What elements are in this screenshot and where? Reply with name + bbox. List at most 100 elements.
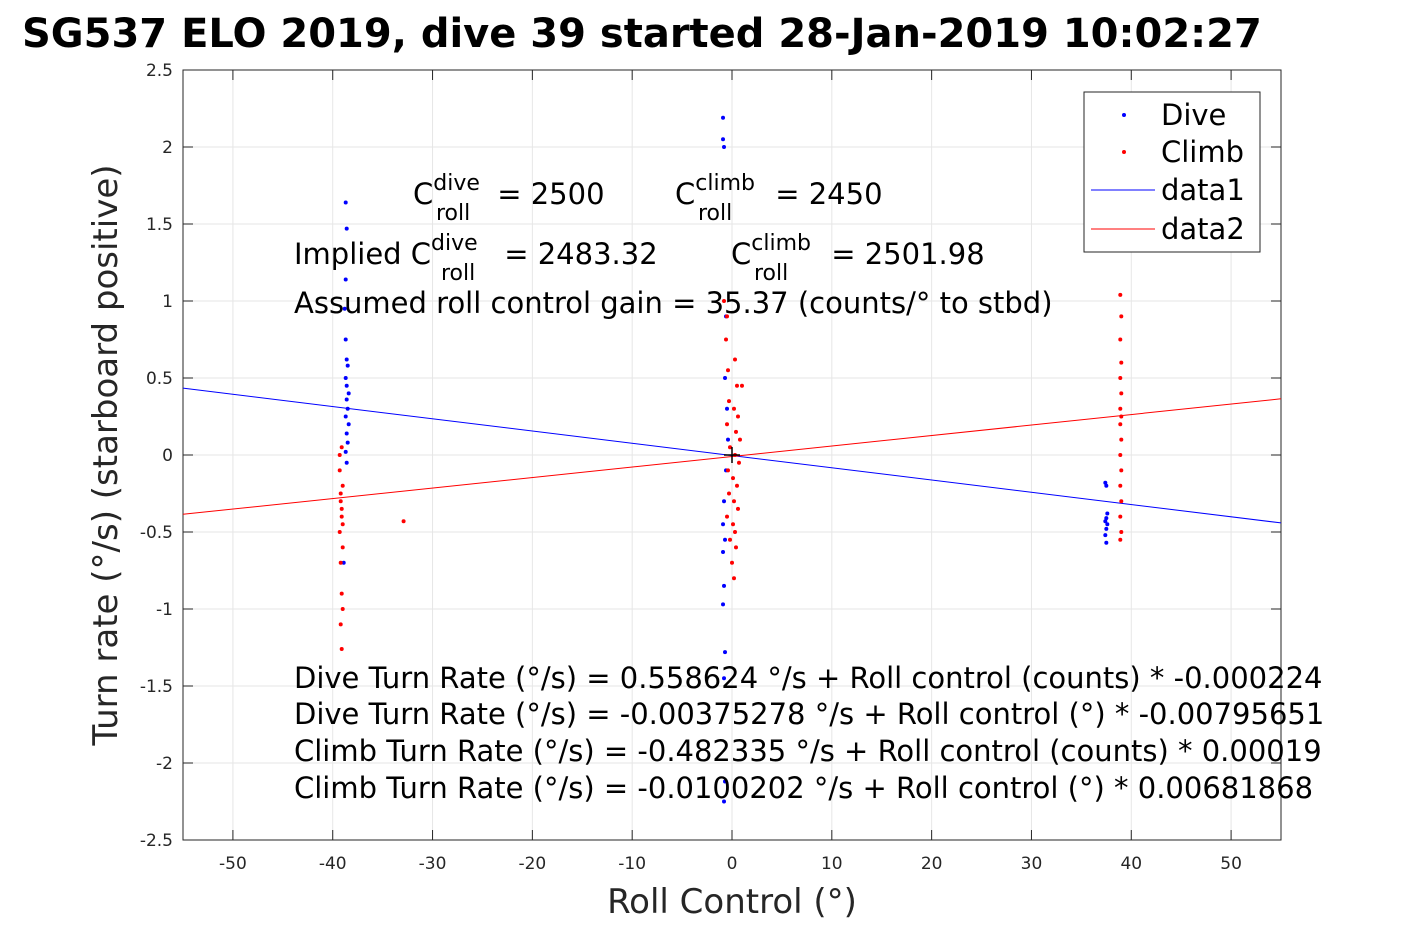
point-climb — [725, 314, 730, 319]
point-climb — [730, 476, 735, 481]
point-climb — [724, 337, 729, 342]
point-climb — [733, 429, 738, 434]
point-dive — [343, 277, 348, 282]
x-tick-label: -50 — [219, 854, 247, 874]
legend: Dive Climb data1 data2 — [1083, 91, 1261, 253]
point-dive — [1104, 516, 1109, 521]
point-climb — [735, 414, 740, 419]
point-dive — [341, 560, 346, 565]
legend-marker-dive — [1122, 113, 1126, 117]
point-dive — [1104, 540, 1109, 545]
point-dive — [1105, 511, 1110, 516]
point-climb — [340, 545, 345, 550]
point-climb — [1118, 537, 1123, 542]
point-climb — [733, 545, 738, 550]
point-dive — [723, 537, 728, 542]
point-dive — [723, 779, 728, 784]
y-tick-label: 2 — [162, 138, 173, 158]
point-climb — [725, 422, 730, 427]
legend-label-dive: Dive — [1161, 98, 1226, 132]
point-climb — [337, 530, 342, 534]
point-climb — [732, 530, 737, 534]
annotation-c-roll-climb: Cclimb roll = 2450 — [675, 171, 883, 226]
point-climb — [401, 519, 406, 524]
x-tick-label: -10 — [618, 854, 646, 874]
annotation-implied-dive: Implied Cdive roll = 2483.32 — [294, 231, 658, 286]
x-tick-label: 20 — [921, 854, 943, 874]
point-climb — [338, 491, 343, 496]
annotation-c-roll-dive: Cdive roll = 2500 — [413, 171, 605, 226]
point-dive — [1103, 533, 1108, 538]
y-tick-label: 1.5 — [146, 215, 173, 235]
point-climb — [727, 491, 732, 496]
legend-label-climb: Climb — [1161, 135, 1244, 169]
legend-box — [1083, 91, 1261, 253]
point-dive — [722, 145, 727, 149]
chart-title: SG537 ELO 2019, dive 39 started 28-Jan-2… — [22, 11, 1262, 57]
x-axis-label: Roll Control (°) — [607, 882, 857, 922]
point-dive — [344, 383, 349, 388]
annotation-eq-2: Dive Turn Rate (°/s) = -0.00375278 °/s +… — [294, 697, 1324, 731]
point-climb — [1118, 422, 1123, 427]
x-tick-label: -20 — [518, 854, 546, 874]
point-climb — [722, 299, 727, 303]
annotation-gain: Assumed roll control gain = 35.37 (count… — [294, 286, 1053, 320]
origin-crosshair — [724, 447, 740, 463]
point-dive — [343, 337, 348, 342]
point-dive — [344, 397, 349, 402]
point-dive — [721, 522, 726, 527]
point-dive — [345, 440, 350, 445]
y-tick-label: -0.5 — [140, 523, 173, 543]
point-climb — [340, 607, 345, 611]
point-dive — [725, 406, 730, 411]
point-dive — [723, 650, 728, 655]
point-dive — [721, 115, 726, 120]
point-dive — [343, 449, 348, 454]
x-tick-label: 40 — [1120, 854, 1142, 874]
x-tick-label: -30 — [419, 854, 447, 874]
point-climb — [1118, 406, 1123, 411]
point-climb — [1118, 292, 1123, 297]
point-climb — [735, 506, 740, 511]
point-climb — [340, 522, 345, 527]
point-dive — [723, 376, 728, 380]
point-climb — [339, 506, 344, 511]
point-climb — [736, 460, 741, 465]
point-dive — [346, 422, 351, 427]
point-climb — [337, 453, 342, 457]
point-dive — [1103, 519, 1108, 524]
point-climb — [339, 445, 344, 450]
point-dive — [344, 460, 349, 465]
legend-marker-climb — [1122, 150, 1126, 154]
scatter-points — [337, 115, 1124, 804]
y-tick-label: -1.5 — [140, 677, 173, 697]
point-dive — [343, 414, 348, 419]
legend-label-data2: data2 — [1161, 212, 1245, 246]
point-dive — [345, 406, 350, 411]
y-axis-ticks: 2.5 2 1.5 1 0.5 0 -0.5 -1 -1.5 -2 -2.5 — [140, 61, 1281, 851]
point-climb — [731, 499, 736, 504]
point-dive — [342, 306, 347, 311]
point-climb — [1119, 499, 1124, 504]
point-dive — [344, 357, 349, 362]
point-climb — [726, 468, 731, 473]
point-climb — [731, 406, 736, 411]
point-dive — [722, 676, 727, 681]
y-tick-label: -2 — [156, 754, 173, 774]
point-climb — [1118, 483, 1123, 488]
point-climb — [725, 514, 730, 519]
point-climb — [726, 368, 731, 373]
y-tick-label: -2.5 — [140, 831, 173, 851]
point-climb — [1119, 414, 1124, 419]
y-tick-label: 0 — [162, 446, 173, 466]
point-climb — [339, 514, 344, 519]
annotation-eq-4: Climb Turn Rate (°/s) = -0.0100202 °/s +… — [294, 771, 1313, 805]
point-dive — [1105, 522, 1110, 527]
point-climb — [739, 383, 744, 388]
point-dive — [721, 602, 726, 607]
y-tick-label: -1 — [156, 600, 173, 620]
point-climb — [1119, 437, 1124, 442]
point-dive — [1104, 526, 1109, 531]
point-climb — [340, 483, 345, 488]
y-axis-label: Turn rate (°/s) (starboard positive) — [86, 164, 126, 746]
